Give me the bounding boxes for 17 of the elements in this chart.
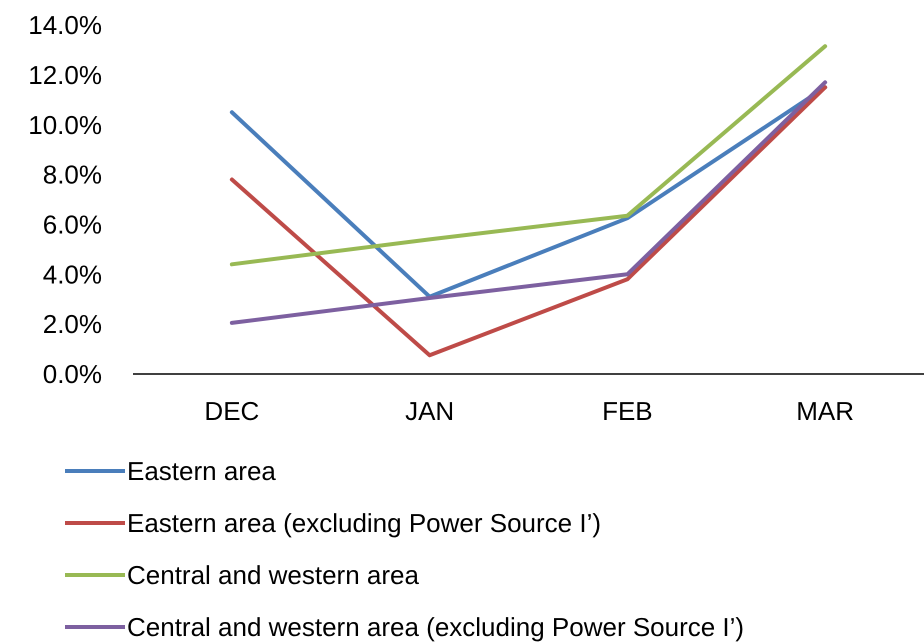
line-series bbox=[230, 44, 828, 266]
y-tick-label: 10.0% bbox=[28, 110, 102, 140]
y-tick-label: 8.0% bbox=[42, 160, 102, 190]
x-tick-label: FEB bbox=[602, 396, 653, 426]
legend-label: Central and western area (excluding Power Source I’) bbox=[127, 612, 744, 642]
legend-label: Eastern area (excluding Power Source I’) bbox=[127, 508, 602, 538]
y-tick-label: 0.0% bbox=[42, 359, 102, 390]
x-tick-label: DEC bbox=[204, 396, 260, 426]
y-tick-label: 2.0% bbox=[42, 309, 102, 340]
y-tick-label: 4.0% bbox=[42, 259, 102, 290]
legend-label: Central and western area bbox=[127, 560, 420, 590]
legend-label: Eastern area bbox=[127, 456, 276, 486]
y-tick-label: 6.0% bbox=[42, 210, 102, 240]
y-tick-label: 14.0% bbox=[28, 10, 102, 40]
x-tick-label: MAR bbox=[796, 396, 854, 426]
y-tick-label: 12.0% bbox=[28, 60, 102, 90]
x-tick-label: JAN bbox=[405, 396, 454, 426]
